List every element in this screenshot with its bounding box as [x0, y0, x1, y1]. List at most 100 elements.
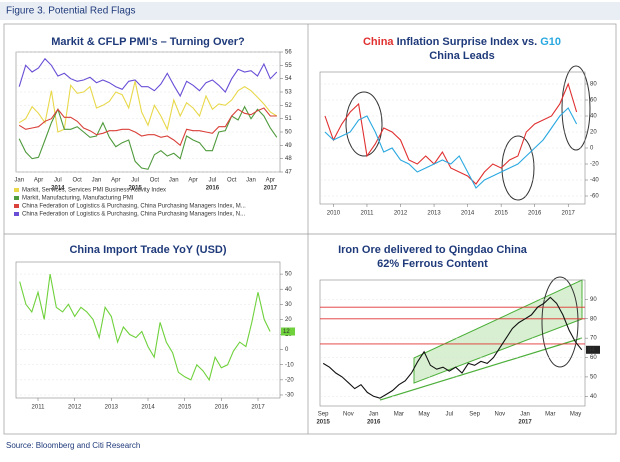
y-tick-label: 50: [285, 130, 292, 136]
series-line: [324, 82, 578, 185]
x-year-label: 2016: [367, 420, 381, 426]
series-line: [18, 57, 278, 98]
series-line: [18, 105, 278, 170]
y-tick-label: -10: [285, 362, 294, 368]
y-tick-label: 60: [590, 355, 597, 361]
x-tick-label: 2013: [427, 211, 441, 217]
y-tick-label: 56: [285, 50, 292, 56]
chart-title: China Import Trade YoY (USD): [69, 244, 226, 256]
y-tick-label: 53: [285, 90, 292, 96]
chart-title: Iron Ore delivered to Qingdao China: [338, 244, 528, 256]
x-tick-label: Jan: [169, 178, 179, 184]
x-tick-label: 2017: [251, 405, 265, 411]
legend-label: Markit, Manufacturing, Manufacturing PMI: [22, 196, 134, 202]
legend-swatch: [14, 196, 19, 200]
x-tick-label: Jan: [520, 412, 530, 418]
x-tick-label: May: [418, 412, 429, 418]
y-tick-label: -20: [285, 377, 294, 383]
y-tick-label: 40: [590, 394, 597, 400]
title-part: China: [363, 36, 394, 48]
value-badge: [586, 345, 600, 354]
x-year-label: 2017: [264, 186, 278, 192]
highlight-ellipse: [561, 65, 591, 151]
y-tick-label: 40: [590, 114, 597, 120]
chart-title: Markit & CFLP PMI's – Turning Over?: [51, 36, 245, 48]
value-label: 12: [283, 329, 290, 335]
y-tick-label: 54: [285, 76, 292, 82]
y-tick-label: 47: [285, 170, 292, 176]
y-tick-label: 80: [590, 316, 597, 322]
x-tick-label: Apr: [266, 178, 275, 184]
x-tick-label: Apr: [34, 178, 43, 184]
x-tick-label: 2012: [68, 405, 82, 411]
y-tick-label: 20: [590, 130, 597, 136]
y-tick-label: 20: [285, 317, 292, 323]
y-tick-label: -40: [590, 178, 599, 184]
legend-swatch: [14, 204, 19, 208]
y-tick-label: 52: [285, 103, 292, 109]
x-year-label: 2016: [206, 186, 220, 192]
x-tick-label: 2016: [215, 405, 229, 411]
y-tick-label: 48: [285, 156, 292, 162]
y-tick-label: -30: [285, 393, 294, 399]
x-tick-label: Jan: [246, 178, 256, 184]
x-tick-label: Jan: [92, 178, 102, 184]
highlight-ellipse: [345, 91, 383, 157]
y-tick-label: 55: [285, 63, 292, 69]
y-tick-label: 70: [590, 336, 597, 342]
x-tick-label: 2015: [494, 211, 508, 217]
value-badge: [281, 327, 295, 336]
x-tick-label: 2013: [105, 405, 119, 411]
y-tick-label: 60: [590, 98, 597, 104]
figure-title: Figure 3. Potential Red Flags: [6, 6, 136, 17]
x-tick-label: Jul: [54, 178, 62, 184]
x-tick-label: 2012: [394, 211, 408, 217]
x-tick-label: Nov: [494, 412, 505, 418]
y-tick-label: 30: [285, 302, 292, 308]
legend-label: Markit, Services, Services PMI Business …: [22, 188, 166, 194]
legend-swatch: [14, 188, 19, 192]
series-line: [324, 107, 578, 189]
x-year-label: 2017: [518, 420, 532, 426]
x-tick-label: Nov: [343, 412, 354, 418]
x-tick-label: 2010: [327, 211, 341, 217]
series-line: [18, 81, 278, 133]
series-line: [322, 296, 583, 399]
x-tick-label: Mar: [394, 412, 404, 418]
y-tick-label: 80: [590, 82, 597, 88]
x-year-label: 2014: [51, 186, 65, 192]
x-tick-label: Apr: [188, 178, 197, 184]
header-band: [0, 2, 620, 20]
y-tick-label: 90: [590, 297, 597, 303]
frame: [3, 23, 617, 435]
title-part: Inflation Surprise Index vs.: [394, 36, 541, 48]
trend-line: [379, 337, 583, 401]
x-tick-label: 2014: [141, 405, 155, 411]
y-tick-label: 51: [285, 116, 292, 122]
value-label: 64: [588, 347, 595, 353]
x-tick-label: Oct: [227, 178, 237, 184]
y-tick-label: 0: [285, 347, 289, 353]
x-tick-label: Sep: [469, 412, 480, 418]
chart-subtitle: China Leads: [429, 50, 494, 62]
legend-swatch: [14, 212, 19, 216]
x-tick-label: Sep: [318, 412, 329, 418]
chart-title: China Inflation Surprise Index vs. G10: [363, 36, 561, 48]
x-tick-label: 2016: [528, 211, 542, 217]
series-line: [19, 273, 271, 382]
highlight-ellipse: [541, 276, 579, 368]
y-tick-label: -60: [590, 194, 599, 200]
x-tick-label: 2011: [32, 405, 46, 411]
legend-label: China Federation of Logistics & Purchasi…: [22, 212, 245, 218]
chart-subtitle: 62% Ferrous Content: [377, 258, 488, 270]
plot-area: [319, 71, 586, 205]
legend-label: China Federation of Logistics & Purchasi…: [22, 204, 246, 210]
x-tick-label: Oct: [72, 178, 82, 184]
x-tick-label: Jan: [369, 412, 379, 418]
x-tick-label: 2014: [461, 211, 475, 217]
x-tick-label: Mar: [545, 412, 555, 418]
x-tick-label: May: [570, 412, 581, 418]
y-tick-label: 50: [285, 272, 292, 278]
